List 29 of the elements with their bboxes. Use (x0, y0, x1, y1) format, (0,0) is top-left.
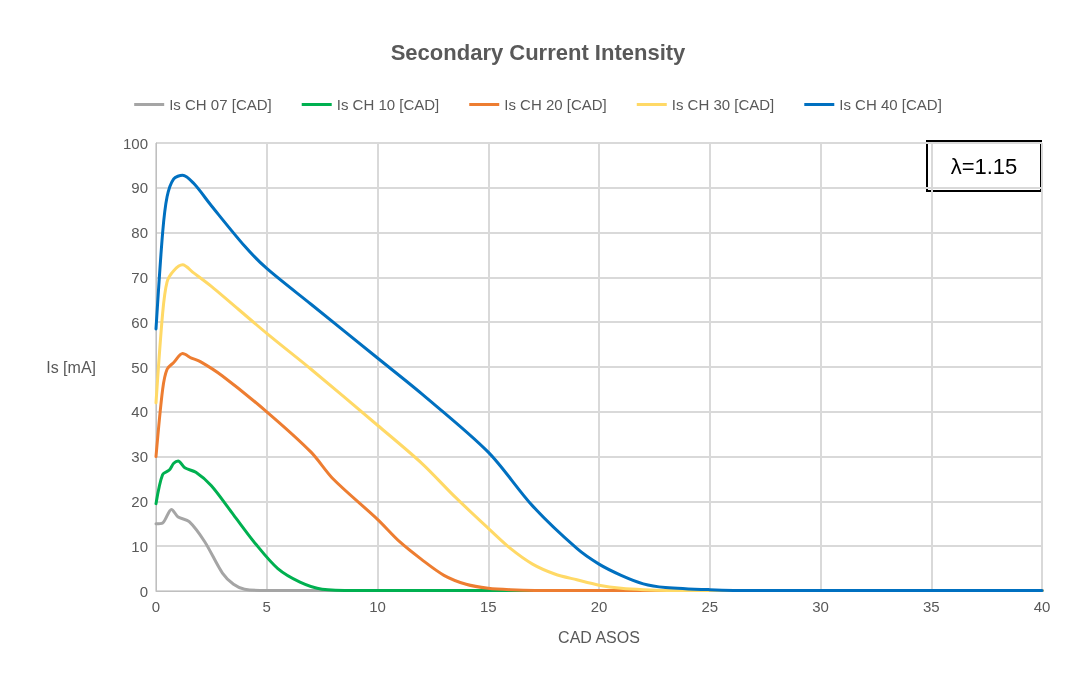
x-tick-label: 10 (369, 598, 386, 615)
y-tick-label: 90 (131, 179, 148, 197)
y-tick-label: 40 (131, 403, 148, 421)
y-tick-label: 80 (131, 224, 148, 242)
x-tick-label: 25 (701, 598, 719, 615)
legend-label: Is CH 20 [CAD] (504, 96, 607, 113)
y-tick-label: 0 (139, 582, 148, 600)
legend-label: Is CH 07 [CAD] (169, 96, 272, 113)
chart-title: Secondary Current Intensity (390, 39, 687, 65)
y-tick-label: 20 (131, 492, 148, 510)
legend-label: Is CH 30 [CAD] (671, 96, 775, 113)
x-tick-label: 20 (590, 598, 608, 615)
x-tick-label: 30 (812, 598, 829, 615)
y-tick-label: 100 (122, 134, 148, 152)
y-tick-label: 70 (131, 268, 148, 286)
annotation: λ=1.15 (950, 153, 1018, 179)
x-tick-label: 5 (262, 598, 271, 615)
x-tick-label: 40 (1033, 598, 1051, 615)
y-tick-label: 60 (131, 313, 148, 331)
x-tick-label: 15 (479, 598, 497, 615)
y-tick-label: 10 (131, 537, 148, 555)
y-tick-label: 50 (131, 358, 148, 376)
y-tick-label: 30 (131, 448, 148, 466)
legend-label: Is CH 40 [CAD] (839, 96, 942, 113)
x-tick-label: 35 (922, 598, 940, 615)
legend-label: Is CH 10 [CAD] (336, 96, 440, 113)
y-axis-title: Is [mA] (46, 358, 96, 376)
x-tick-label: 0 (151, 598, 161, 615)
x-axis-title: CAD ASOS (558, 628, 640, 646)
